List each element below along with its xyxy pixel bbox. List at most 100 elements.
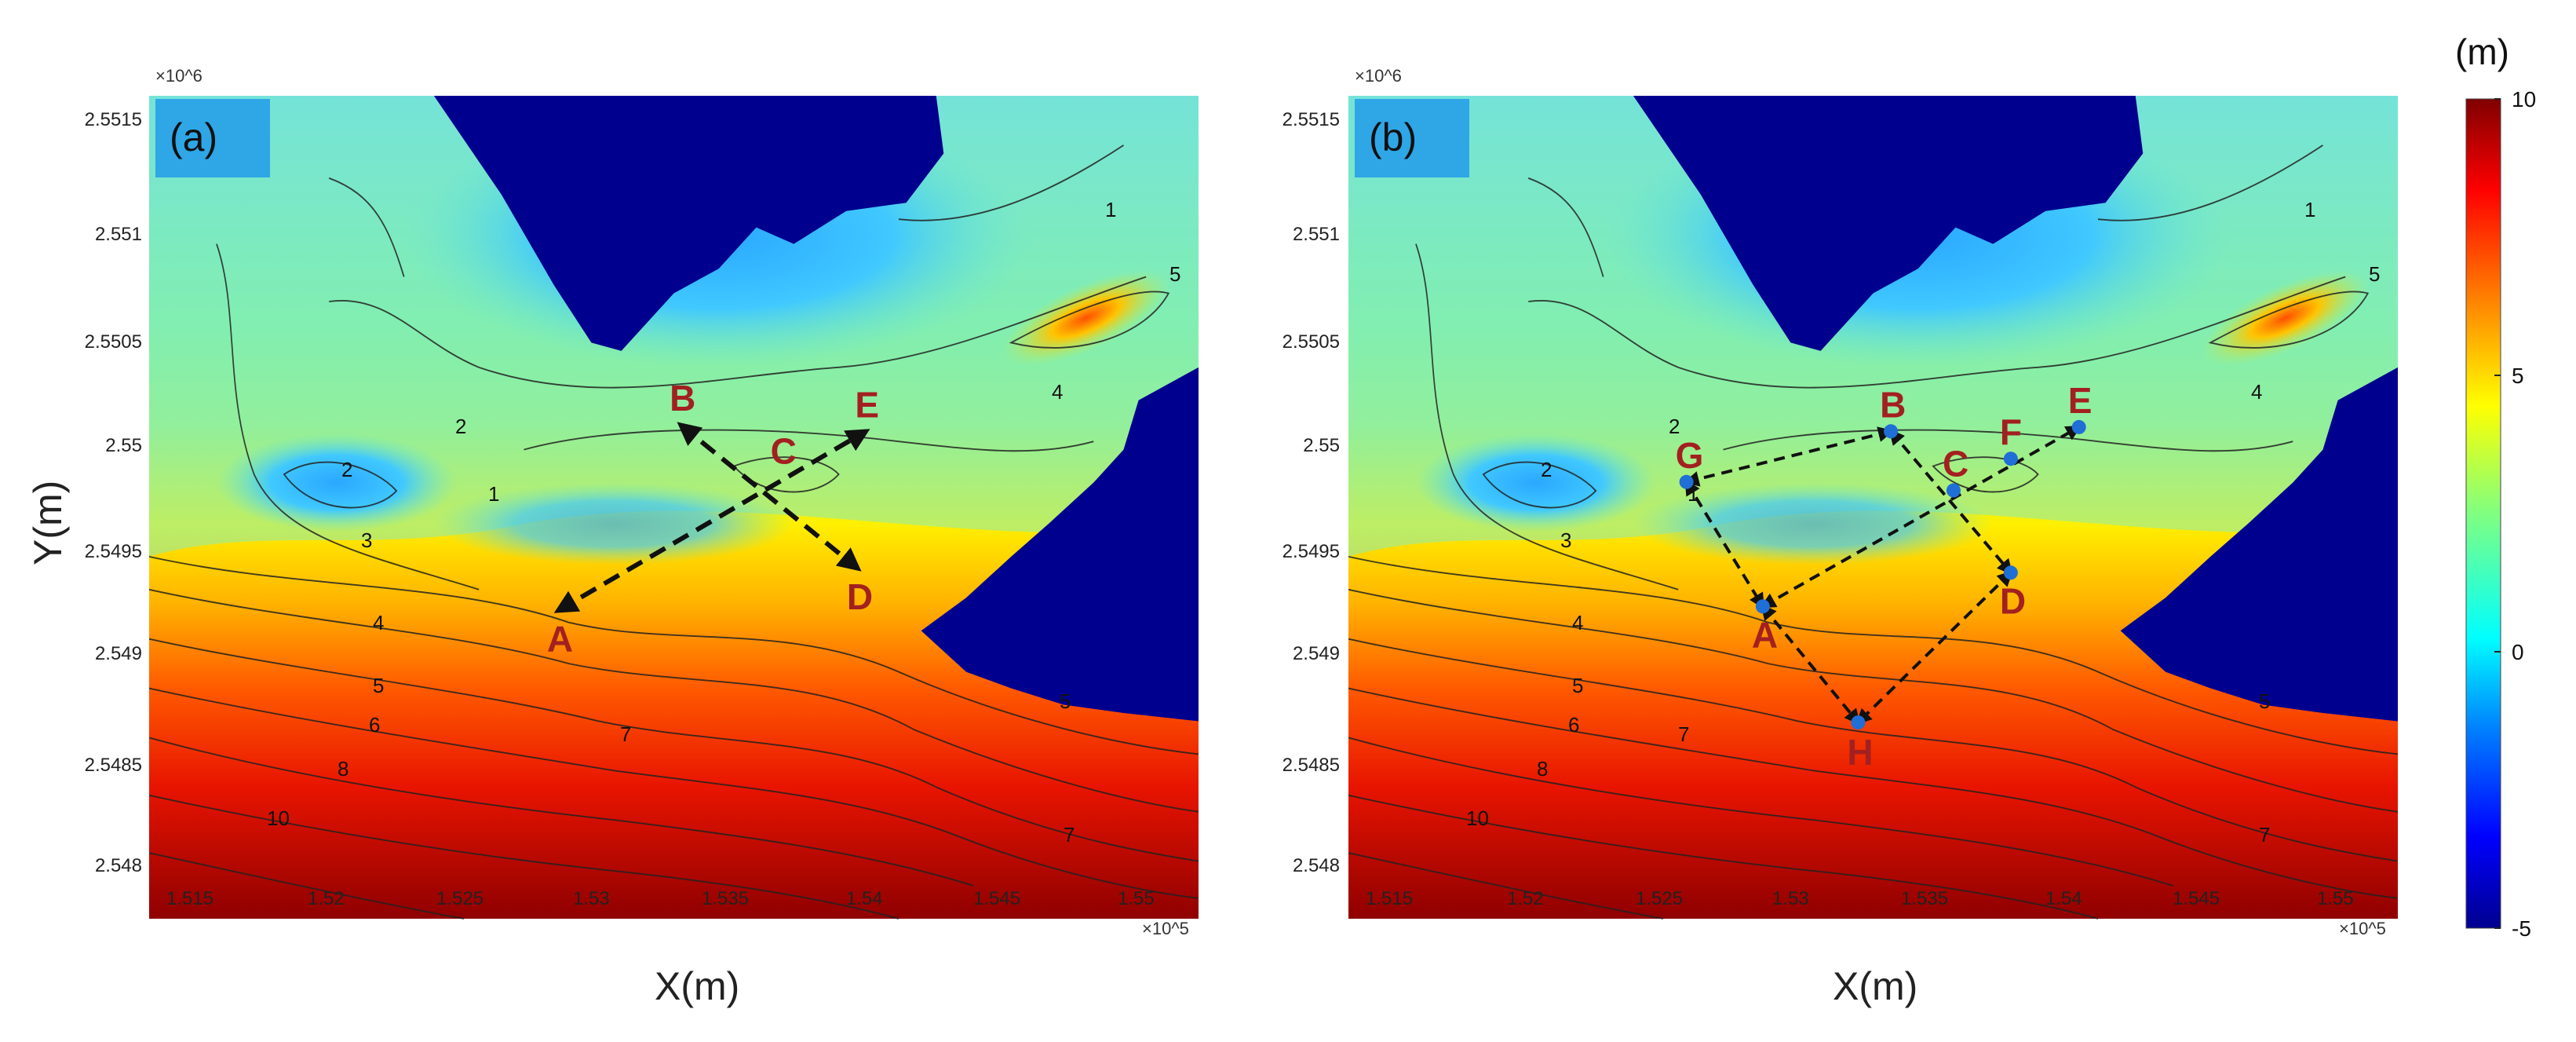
y-tick-label: 2.55 [1303, 435, 1340, 456]
station-label-d: D [847, 576, 873, 617]
colorbar-ramp [2465, 98, 2501, 929]
station-label-a: A [547, 619, 573, 660]
x-tick-label: 1.55 [1118, 888, 1155, 909]
colorbar: (m) 10 5 0 -5 [2455, 31, 2536, 941]
station-point-c [1946, 483, 1961, 498]
station-label-c: C [1943, 444, 1968, 484]
contour-label: 2 [341, 458, 352, 481]
contour-label: 7 [2259, 823, 2270, 846]
station-label-b: B [1880, 384, 1906, 425]
contour-label: 8 [1537, 757, 1548, 781]
colorbar-ticks: 10 5 0 -5 [2494, 87, 2536, 941]
x-tick-label: 1.525 [436, 888, 483, 909]
y-tick-label: 2.5515 [1283, 109, 1340, 130]
contour-label: 5 [1572, 674, 1583, 697]
colorbar-tick-label: 5 [2512, 364, 2524, 388]
y-tick-label: 2.55 [105, 435, 142, 456]
transect-ah [1761, 604, 1860, 726]
contour-label: 2 [1669, 415, 1680, 438]
y-tick-label: 2.5505 [85, 331, 142, 353]
y-tick-label: 2.551 [1293, 224, 1340, 245]
station-label-d: D [2000, 580, 2026, 621]
contour-label: 2 [1541, 458, 1552, 481]
panel-a-contour-labels: 2 2 3 4 5 6 8 10 7 5 7 4 5 1 1 [267, 198, 1180, 846]
colorbar-unit: (m) [2455, 31, 2509, 72]
panel-b-y-ticks: 2.548 2.5485 2.549 2.5495 2.55 2.5505 2.… [1283, 109, 1340, 876]
panel-a-heatmap [148, 95, 1199, 920]
y-tick-label: 2.5515 [85, 109, 142, 130]
panel-b-heatmap [1348, 95, 2399, 920]
contour-label: 5 [2369, 262, 2380, 286]
colorbar-tick-label: -5 [2512, 916, 2531, 941]
x-axis-title: X(m) [655, 964, 739, 1008]
contour-label: 4 [373, 611, 384, 634]
contour-label: 5 [2259, 689, 2270, 713]
station-label-a: A [1752, 614, 1778, 655]
contour-label: 3 [1560, 528, 1571, 552]
x-tick-label: 1.53 [1772, 888, 1809, 909]
panel-a-x-ticks: 1.515 1.52 1.525 1.53 1.535 1.54 1.545 1… [166, 888, 1155, 909]
y-tick-label: 2.5495 [85, 541, 142, 562]
contour-label: 7 [1064, 823, 1075, 846]
x-tick-label: 1.54 [2045, 888, 2082, 909]
x-tick-label: 1.535 [1901, 888, 1948, 909]
y-tick-label: 2.551 [95, 224, 142, 245]
panel-a-plot-area: 2 2 3 4 5 6 8 10 7 5 7 4 5 1 1 [148, 95, 1199, 920]
transect-ga [1684, 479, 1764, 609]
y-axis-exponent: ×10^6 [155, 66, 203, 86]
colorbar-tick-label: 0 [2512, 640, 2524, 664]
x-tick-label: 1.535 [702, 888, 749, 909]
x-tick-label: 1.52 [1507, 888, 1544, 909]
contour-label: 2 [455, 415, 466, 438]
transect-ae [1760, 425, 2082, 609]
contour-label: 10 [267, 806, 290, 830]
station-point-e [2071, 419, 2086, 434]
y-tick-label: 2.548 [1293, 855, 1340, 876]
station-label-e: E [2068, 380, 2093, 421]
contour-label: 1 [488, 482, 499, 506]
station-point-f [2003, 452, 2018, 466]
contour-label: 5 [1060, 689, 1071, 713]
station-point-a [1755, 599, 1770, 614]
x-tick-label: 1.55 [2317, 888, 2354, 909]
panel-tag-box [1355, 99, 1469, 177]
x-axis-exponent: ×10^5 [1142, 919, 1189, 938]
contour-label: 5 [1169, 262, 1180, 286]
contour-label: 1 [1105, 198, 1116, 221]
contour-label: 7 [620, 722, 631, 746]
contour-label: 7 [1678, 722, 1689, 746]
x-tick-label: 1.53 [573, 888, 610, 909]
station-label-e: E [855, 384, 879, 425]
x-axis-exponent: ×10^5 [2339, 919, 2386, 938]
panel-b-tag: (b) [1355, 99, 1469, 177]
station-point-b [1884, 424, 1899, 439]
station-point-d [2003, 565, 2018, 580]
x-axis-title: X(m) [1833, 964, 1917, 1008]
x-tick-label: 1.515 [166, 888, 213, 909]
y-tick-label: 2.5505 [1283, 331, 1340, 353]
colorbar-tick-label: 10 [2512, 87, 2536, 112]
contour-label: 3 [361, 528, 372, 552]
transect-bd [677, 422, 862, 572]
contour-label: 4 [2251, 380, 2262, 404]
y-tick-label: 2.5485 [85, 755, 142, 776]
contour-label: 4 [1572, 611, 1583, 634]
contour-label: 5 [373, 674, 384, 697]
contour-label: 8 [338, 757, 348, 781]
panel-a-tag: (a) [155, 99, 270, 177]
contour-label: 1 [2304, 198, 2315, 221]
panel-b-plot-area: 2 2 3 4 5 6 8 10 7 5 7 4 5 1 1 [1348, 95, 2399, 920]
panel-b-transects: A BC D E F G H [1676, 380, 2093, 773]
panel-tag-box [155, 99, 270, 177]
station-label-c: C [771, 430, 797, 471]
y-tick-label: 2.5495 [1283, 541, 1340, 562]
y-tick-label: 2.5485 [1283, 755, 1340, 776]
panel-tag-label: (a) [170, 115, 217, 159]
y-axis-exponent: ×10^6 [1355, 66, 1402, 86]
panel-a-transects: A B C D E [547, 378, 879, 659]
contour-label: 4 [1052, 380, 1063, 404]
x-tick-label: 1.515 [1366, 888, 1413, 909]
station-label-b: B [670, 378, 695, 419]
station-label-f: F [2000, 411, 2022, 452]
x-tick-label: 1.545 [973, 888, 1020, 909]
